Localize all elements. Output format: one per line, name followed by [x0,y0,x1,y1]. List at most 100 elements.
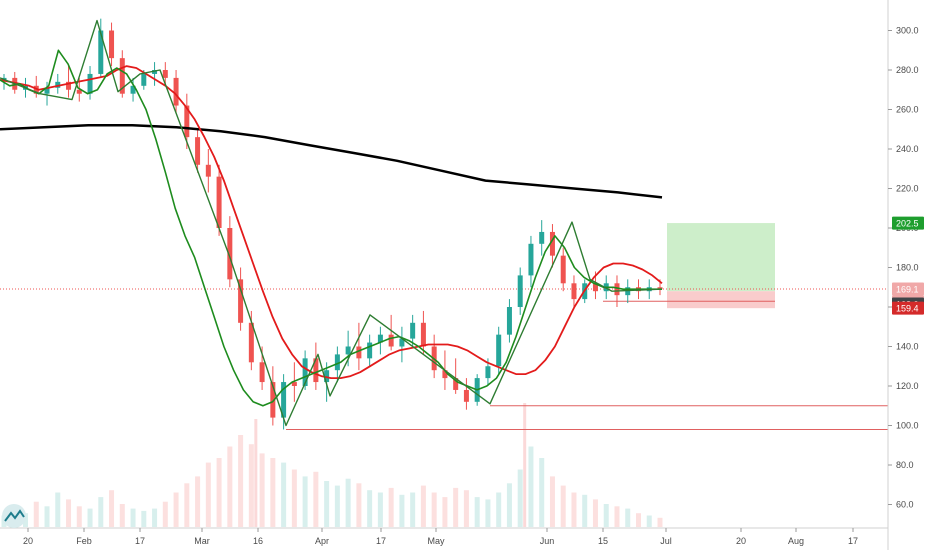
candle-body [270,382,276,418]
volume-spike-bar [523,403,527,527]
tradingview-logo[interactable] [2,504,26,528]
indicator-lines [0,19,663,427]
zigzag-line [0,19,661,427]
stop-price-badge: 159.4 [896,304,919,314]
price-axis[interactable]: 320.0300.0280.0260.0240.0220.0200.0180.0… [887,0,919,550]
volume-bar [238,435,244,527]
candle-body [539,231,545,244]
candle-body [98,30,104,74]
candle-body [496,334,502,367]
candle-body [334,354,340,371]
x-tick-label: Feb [76,536,92,546]
volume-bar [592,499,598,527]
volume-bar [259,453,265,527]
volume-bar [248,444,254,527]
candle-body [399,338,405,347]
volume-bar [506,483,512,527]
volume-bar [603,504,609,527]
candle-body [184,105,190,138]
candle-body [281,382,287,418]
volume-bar [216,458,222,527]
volume-bar [625,508,631,527]
volume-bar [109,490,115,527]
volume-bar [474,497,480,527]
candle-body [55,81,61,88]
y-tick-label: 80.0 [896,460,914,470]
volume-bar [205,462,211,527]
volume-bar [119,504,125,527]
candle-body [377,334,383,343]
target-zone [667,223,775,292]
candle-body [66,81,72,90]
volume-bar [367,490,373,527]
x-tick-label: 17 [848,536,858,546]
y-tick-label: 300.0 [896,26,919,36]
x-tick-label: 20 [23,536,33,546]
y-tick-label: 240.0 [896,144,919,154]
candle-body [216,176,222,228]
volume-bar [420,485,426,527]
volume-bar [560,485,566,527]
time-axis[interactable]: 20 Feb 17 Mar 16 Apr 17 May Jun 15 Jul 20 Aug 17 [0,527,888,546]
volume-bar [442,497,448,527]
y-tick-label: 60.0 [896,500,914,510]
candle-body [485,366,491,379]
position-zones [603,223,775,309]
y-tick-label: 180.0 [896,263,919,273]
x-tick-label: 20 [736,536,746,546]
candle-body [560,255,566,284]
volume-bar [227,446,233,527]
volume-bar [334,485,340,527]
y-tick-label: 120.0 [896,381,919,391]
x-tick-label: Mar [194,536,210,546]
volume-bar [152,508,158,527]
volume-bar [195,476,201,527]
candle-body [195,137,201,165]
volume-bar [646,515,652,527]
x-tick-label: 15 [598,536,608,546]
volume-bar [291,469,297,527]
candle-body [442,370,448,379]
stop-price-badge-box [892,301,924,315]
candle-body [367,342,373,359]
candle-body [517,275,523,307]
target-price-badge-box [892,216,924,230]
y-tick-label: 220.0 [896,184,919,194]
volume-bar [485,499,491,527]
volume-bar [582,494,588,527]
candle-body [238,279,244,323]
y-tick-label: 280.0 [896,65,919,75]
candle-body [410,322,416,339]
volume-bar [539,458,545,527]
candle-body [592,283,598,292]
candle-body [324,370,330,383]
volume-bar [87,508,93,527]
candle-body [571,283,577,300]
last-price-badge: 169.1 [896,285,919,295]
candle-body [141,73,147,86]
candle-body [291,382,297,386]
candle-body [76,89,82,94]
candle-body [162,70,168,78]
volume-bar [410,492,416,527]
candle-body [248,322,254,363]
x-tick-label: 17 [135,536,145,546]
volume-bar [98,497,104,527]
y-tick-label: 260.0 [896,105,919,115]
candle-body [614,283,620,296]
candle-body [259,362,265,383]
volume-spike-bar [254,419,258,527]
x-tick-label: Aug [788,536,804,546]
x-tick-label: 16 [253,536,263,546]
volume-bar [281,462,287,527]
candle-body [302,358,308,386]
candle-body [528,243,534,276]
volume-bar [356,483,362,527]
ma-fast-line [0,49,662,407]
candle-body [345,346,351,355]
ma-long-line [0,124,663,199]
volume-bar [141,510,147,527]
volume-bar [517,469,523,527]
candle-body [657,287,663,290]
